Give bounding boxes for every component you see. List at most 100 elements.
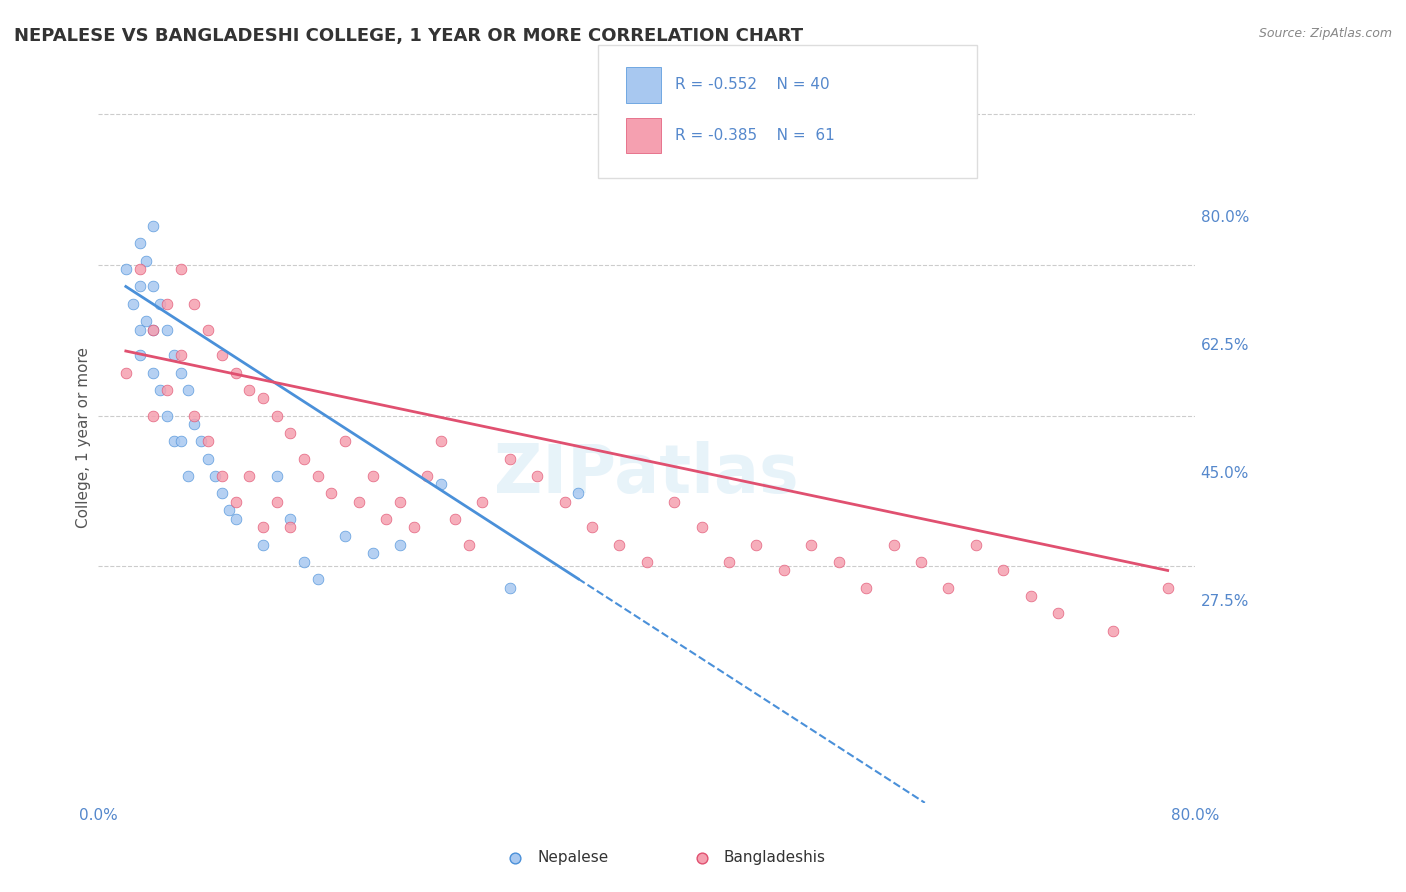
Point bbox=[128, 348, 150, 362]
Point bbox=[142, 279, 165, 293]
Text: NEPALESE VS BANGLADESHI COLLEGE, 1 YEAR OR MORE CORRELATION CHART: NEPALESE VS BANGLADESHI COLLEGE, 1 YEAR … bbox=[14, 27, 803, 45]
Point bbox=[176, 468, 198, 483]
Point bbox=[280, 512, 302, 526]
Point bbox=[347, 494, 370, 508]
Point bbox=[1102, 624, 1125, 638]
Point bbox=[170, 348, 193, 362]
Point bbox=[690, 520, 713, 534]
Point bbox=[292, 555, 315, 569]
Point bbox=[142, 409, 165, 423]
Point bbox=[828, 555, 851, 569]
Point bbox=[156, 383, 179, 397]
Point bbox=[128, 279, 150, 293]
Point bbox=[197, 322, 219, 336]
Point bbox=[225, 512, 247, 526]
Point bbox=[993, 564, 1015, 578]
Point bbox=[121, 296, 143, 310]
Point bbox=[1157, 581, 1180, 595]
Point bbox=[636, 555, 658, 569]
Point bbox=[149, 296, 172, 310]
Point bbox=[170, 262, 193, 277]
Point bbox=[252, 392, 274, 406]
Point bbox=[142, 366, 165, 380]
Point bbox=[457, 538, 479, 552]
Point bbox=[335, 529, 357, 543]
Point bbox=[183, 417, 205, 432]
Point bbox=[965, 538, 987, 552]
Point bbox=[163, 434, 186, 449]
Point bbox=[156, 409, 179, 423]
Point bbox=[252, 538, 274, 552]
Text: Bangladeshis: Bangladeshis bbox=[724, 850, 825, 865]
Point bbox=[499, 451, 522, 466]
Point bbox=[307, 468, 329, 483]
Point bbox=[170, 434, 193, 449]
Point bbox=[335, 434, 357, 449]
Point bbox=[238, 383, 260, 397]
Point bbox=[280, 425, 302, 440]
Point bbox=[183, 409, 205, 423]
Text: 27.5%: 27.5% bbox=[1201, 594, 1249, 609]
Point bbox=[163, 348, 186, 362]
Point bbox=[252, 520, 274, 534]
Point bbox=[197, 451, 219, 466]
Point bbox=[800, 538, 823, 552]
Point bbox=[883, 538, 905, 552]
Text: Nepalese: Nepalese bbox=[537, 850, 609, 865]
Point bbox=[142, 219, 165, 234]
Point bbox=[444, 512, 467, 526]
Point bbox=[225, 366, 247, 380]
Point bbox=[938, 581, 960, 595]
Point bbox=[581, 520, 603, 534]
Point bbox=[266, 468, 288, 483]
Point bbox=[321, 486, 343, 500]
Point bbox=[430, 477, 453, 491]
Point bbox=[142, 322, 165, 336]
Point bbox=[280, 520, 302, 534]
Point bbox=[225, 494, 247, 508]
Point bbox=[238, 468, 260, 483]
Text: Source: ZipAtlas.com: Source: ZipAtlas.com bbox=[1258, 27, 1392, 40]
Point bbox=[745, 538, 768, 552]
Point bbox=[855, 581, 877, 595]
Point bbox=[211, 486, 233, 500]
Point bbox=[115, 262, 138, 277]
Point bbox=[773, 564, 796, 578]
Point bbox=[149, 383, 172, 397]
Point bbox=[841, 860, 863, 874]
Point bbox=[183, 296, 205, 310]
Point bbox=[499, 581, 522, 595]
Point bbox=[292, 451, 315, 466]
Point bbox=[307, 572, 329, 586]
Point bbox=[664, 494, 686, 508]
Point bbox=[115, 366, 138, 380]
Point bbox=[128, 236, 150, 251]
Y-axis label: College, 1 year or more: College, 1 year or more bbox=[76, 347, 91, 527]
Point bbox=[142, 322, 165, 336]
Text: 62.5%: 62.5% bbox=[1201, 338, 1249, 353]
Point bbox=[718, 555, 741, 569]
Point bbox=[135, 314, 157, 328]
Point bbox=[375, 512, 398, 526]
Text: ZIPatlas: ZIPatlas bbox=[495, 441, 799, 507]
Point bbox=[156, 296, 179, 310]
Point bbox=[471, 494, 494, 508]
Point bbox=[266, 494, 288, 508]
Text: R = -0.385    N =  61: R = -0.385 N = 61 bbox=[675, 128, 835, 143]
Point bbox=[609, 860, 631, 874]
Point bbox=[554, 494, 576, 508]
Point bbox=[135, 253, 157, 268]
Text: 45.0%: 45.0% bbox=[1201, 467, 1249, 481]
Point bbox=[1019, 589, 1042, 603]
Point bbox=[266, 409, 288, 423]
Point bbox=[128, 322, 150, 336]
Text: 80.0%: 80.0% bbox=[1201, 211, 1249, 225]
Point bbox=[204, 468, 226, 483]
Point bbox=[526, 468, 548, 483]
Point bbox=[211, 468, 233, 483]
Point bbox=[176, 383, 198, 397]
Point bbox=[361, 546, 384, 560]
Point bbox=[190, 434, 212, 449]
Point bbox=[402, 520, 425, 534]
Point bbox=[388, 494, 412, 508]
